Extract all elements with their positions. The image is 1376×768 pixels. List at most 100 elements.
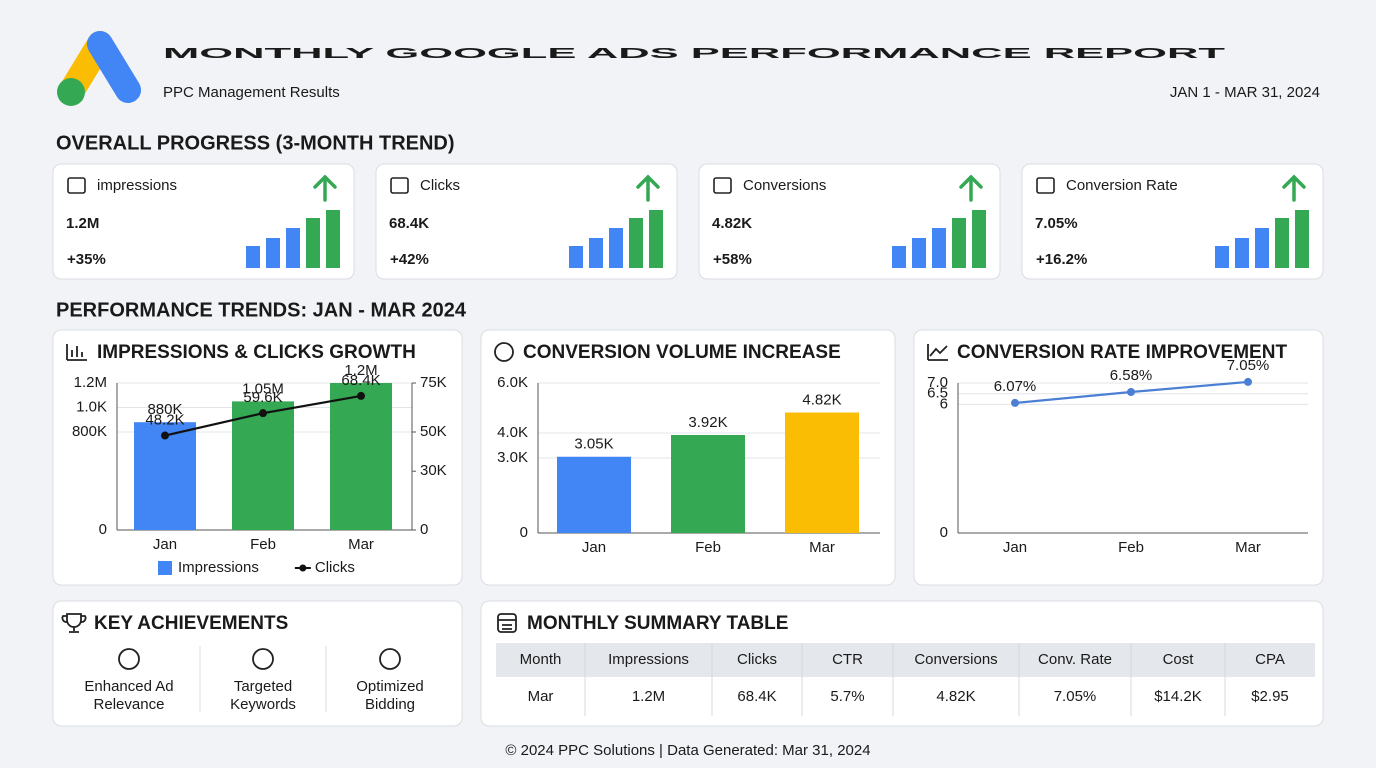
trend-arrow: [959, 174, 983, 202]
x-tick-label: Mar: [1235, 539, 1261, 556]
y-tick-label: 800K: [72, 423, 107, 440]
legend-label: Impressions: [178, 559, 259, 576]
y-tick-label: 3.0K: [497, 449, 528, 466]
legend-swatch: [299, 564, 307, 572]
chart-title: CONVERSION RATE IMPROVEMENT: [957, 342, 1287, 363]
x-tick-label: Feb: [250, 536, 276, 553]
x-tick-label: Feb: [695, 539, 721, 556]
value-label: 6.58%: [1110, 367, 1153, 384]
trend-arrow: [313, 174, 337, 202]
footer: © 2024 PPC Solutions | Data Generated: M…: [505, 742, 870, 759]
table-cell: Mar: [528, 688, 554, 705]
spark-bar: [1215, 246, 1229, 268]
kpi-icon: [67, 177, 86, 194]
spark-bar: [306, 218, 320, 268]
point: [259, 409, 267, 418]
trend-arrow: [636, 174, 660, 202]
value-label: 1.05M: [242, 380, 284, 397]
y-tick-label: 7.0: [927, 374, 948, 391]
value-label: 48.2K: [145, 411, 184, 428]
trophy-icon: [61, 613, 87, 633]
spark-bar: [1295, 210, 1309, 268]
spark-bar: [932, 228, 946, 268]
y2-tick-label: 30K: [420, 462, 447, 479]
spark-bar: [1235, 238, 1249, 268]
kpi-icon: [713, 177, 732, 194]
x-tick-label: Jan: [1003, 539, 1027, 556]
kpi-change: +35%: [67, 251, 106, 268]
table-cell: $14.2K: [1154, 688, 1202, 705]
legend-label: Clicks: [315, 559, 355, 576]
kpi-value: 4.82K: [712, 215, 752, 232]
x-tick-label: Jan: [153, 536, 177, 553]
spark-bar: [266, 238, 280, 268]
point: [1011, 398, 1019, 407]
table-cell: 5.7%: [830, 688, 864, 705]
table-cell: $2.95: [1251, 688, 1289, 705]
achievement-label: Relevance: [94, 696, 165, 713]
table-cell: 7.05%: [1054, 688, 1097, 705]
column-header: CTR: [832, 651, 863, 668]
value-label: 3.05K: [574, 436, 613, 453]
column-header: Cost: [1163, 651, 1195, 668]
kpi-change: +42%: [390, 251, 429, 268]
y2-tick-label: 75K: [420, 374, 447, 391]
y-tick-label: 1.2M: [74, 374, 107, 391]
kpi-label: Conversions: [743, 177, 826, 194]
y2-tick-label: 50K: [420, 423, 447, 440]
bar: [134, 422, 196, 530]
kpi-icon: [1036, 177, 1055, 194]
spark-bar: [589, 238, 603, 268]
kpi-value: 7.05%: [1035, 215, 1078, 232]
value-label: 7.05%: [1227, 357, 1270, 374]
spark-bar: [892, 246, 906, 268]
x-tick-label: Mar: [809, 539, 835, 556]
spark-bar: [326, 210, 340, 268]
value-label: 3.92K: [688, 414, 727, 431]
legend-swatch: [158, 561, 172, 575]
kpi-change: +58%: [713, 251, 752, 268]
achievement-label: Enhanced Ad: [84, 678, 173, 695]
kpi-value: 1.2M: [66, 215, 99, 232]
spark-bar: [649, 210, 663, 268]
bar: [557, 456, 631, 533]
kpi-label: Conversion Rate: [1066, 177, 1178, 194]
achievement-icon: [252, 648, 274, 670]
value-label: 880K: [147, 401, 182, 418]
kpi-value: 68.4K: [389, 215, 429, 232]
achievement-icon: [118, 648, 140, 670]
value-label: 6.07%: [994, 378, 1037, 395]
value-label: 4.82K: [802, 391, 841, 408]
page-subtitle: PPC Management Results: [163, 84, 340, 101]
y-tick-label: 4.0K: [497, 424, 528, 441]
y-tick-label: 6: [940, 395, 948, 412]
kpi-icon: [390, 177, 409, 194]
kpi-change: +16.2%: [1036, 251, 1087, 268]
table-cell: 68.4K: [737, 688, 776, 705]
y2-tick-label: 0: [420, 521, 428, 538]
column-header: CPA: [1255, 651, 1285, 668]
table-icon: [497, 613, 517, 633]
y-tick-label: 0: [520, 524, 528, 541]
section-title: PERFORMANCE TRENDS: JAN - MAR 2024: [56, 299, 467, 321]
chart-title: IMPRESSIONS & CLICKS GROWTH: [97, 342, 416, 363]
achievements-card: [52, 600, 463, 727]
y-tick-label: 6.0K: [497, 374, 528, 391]
spark-bar: [972, 210, 986, 268]
page-title: MONTHLY GOOGLE ADS PERFORMANCE REPORT: [163, 45, 1225, 62]
trend-arrow: [1282, 174, 1306, 202]
section-title: OVERALL PROGRESS (3-MONTH TREND): [56, 132, 455, 154]
column-header: Month: [520, 651, 562, 668]
spark-bar: [1275, 218, 1289, 268]
y-tick-label: 0: [99, 521, 107, 538]
value-label: 68.4K: [341, 372, 380, 389]
point: [357, 391, 365, 400]
kpi-label: Clicks: [420, 177, 460, 194]
value-label: 59.6K: [243, 389, 282, 406]
achievement-icon: [379, 648, 401, 670]
y-tick-label: 6.5: [927, 385, 948, 402]
achievement-label: Targeted: [234, 678, 292, 695]
table-header: [496, 643, 1315, 677]
x-tick-label: Feb: [1118, 539, 1144, 556]
